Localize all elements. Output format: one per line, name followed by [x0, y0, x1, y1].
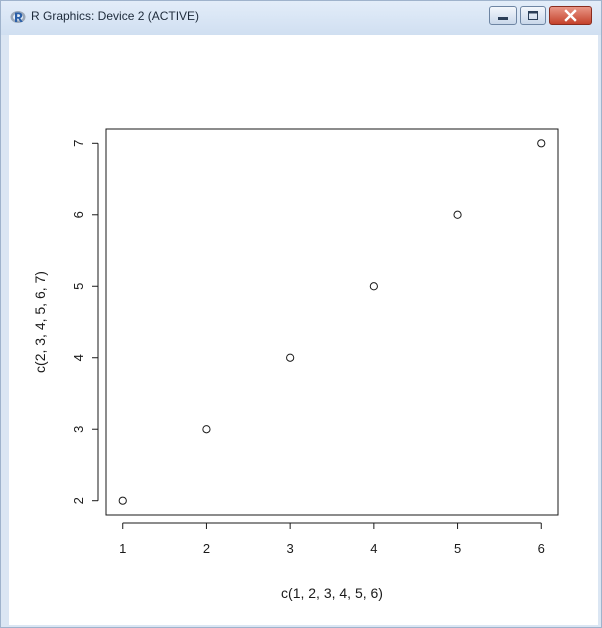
y-tick-label: 2 — [71, 497, 86, 504]
maximize-icon — [528, 11, 538, 20]
y-tick-label: 3 — [71, 426, 86, 433]
maximize-button[interactable] — [520, 6, 546, 25]
data-point — [537, 139, 546, 148]
x-tick-label: 6 — [538, 541, 545, 556]
x-tick-label: 3 — [287, 541, 294, 556]
data-points — [118, 139, 546, 505]
y-tick-label: 7 — [71, 140, 86, 147]
x-tick-label: 2 — [203, 541, 210, 556]
close-icon — [564, 9, 577, 22]
minimize-icon — [498, 17, 508, 20]
data-point — [369, 282, 378, 291]
x-tick-label: 5 — [454, 541, 461, 556]
close-button[interactable] — [549, 6, 592, 25]
y-axis: 2 3 4 5 6 7 — [71, 140, 99, 504]
data-point — [286, 353, 295, 362]
x-tick-label: 1 — [119, 541, 126, 556]
y-tick-label: 4 — [71, 354, 86, 361]
x-tick-label: 4 — [370, 541, 377, 556]
window-title: R Graphics: Device 2 (ACTIVE) — [31, 9, 200, 23]
data-point — [202, 425, 211, 434]
minimize-button[interactable] — [489, 6, 517, 25]
data-point — [453, 210, 462, 219]
y-axis-label: c(2, 3, 4, 5, 6, 7) — [32, 271, 48, 373]
x-axis: 1 2 3 4 5 6 — [119, 522, 545, 556]
graphics-canvas: 1 2 3 4 5 6 2 3 4 5 6 7 c(1, 2, 3, 4, 5, 6) c(2, 3… — [9, 35, 598, 625]
y-tick-label: 6 — [71, 211, 86, 218]
scatter-plot: 1 2 3 4 5 6 2 3 4 5 6 7 c(1, 2, 3, 4, 5, 6) c(2, 3… — [32, 128, 559, 601]
data-point — [118, 496, 127, 505]
r-logo-icon — [10, 11, 26, 23]
plot-box — [105, 128, 559, 516]
title-bar[interactable]: R Graphics: Device 2 (ACTIVE) — [1, 1, 601, 35]
x-axis-label: c(1, 2, 3, 4, 5, 6) — [281, 585, 383, 601]
y-tick-label: 5 — [71, 283, 86, 290]
